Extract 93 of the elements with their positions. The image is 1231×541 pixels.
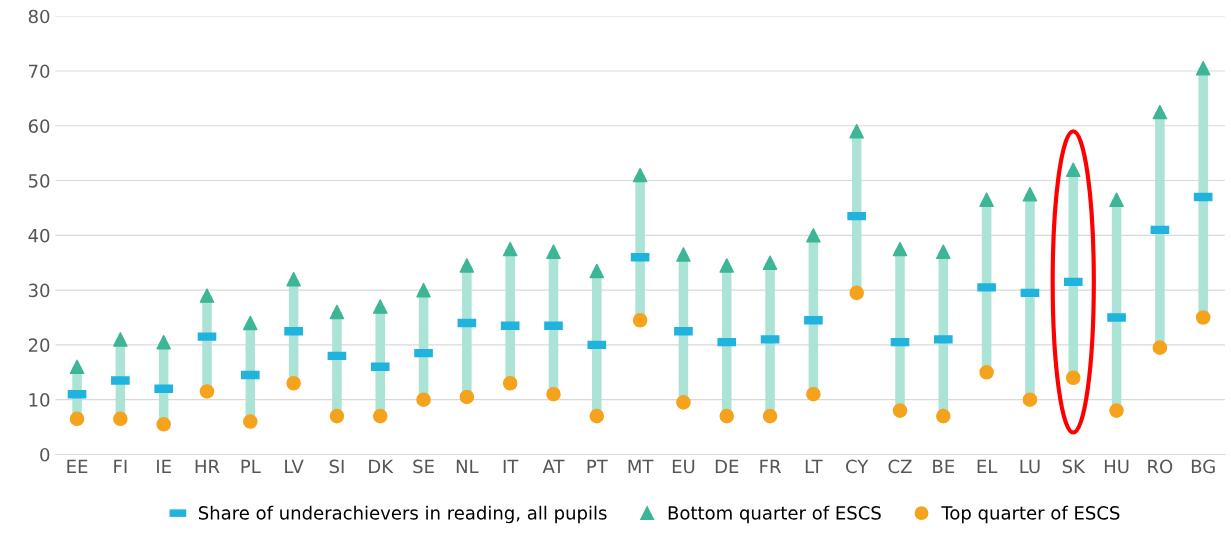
y-tick-label: 50: [28, 174, 50, 188]
point: [113, 411, 128, 427]
point: [1195, 60, 1211, 76]
point: [632, 167, 648, 183]
y-tick-label: 70: [29, 64, 50, 79]
point: [546, 386, 561, 402]
point: [1065, 162, 1081, 177]
point: [892, 241, 908, 257]
x-tick-label: LV: [285, 459, 304, 474]
point: [459, 258, 475, 273]
legend-label: Share of underachievers in reading, all pupils: [198, 505, 607, 524]
point: [372, 299, 388, 314]
point: [849, 285, 864, 301]
point: [502, 375, 518, 391]
x-tick-label: RO: [1148, 459, 1173, 474]
x-tick-label: IT: [503, 459, 519, 474]
y-tick-label: 60: [28, 119, 50, 133]
point: [806, 228, 821, 243]
x-tick-label: FR: [760, 459, 782, 474]
point: [979, 192, 994, 208]
y-tick-label: 0: [40, 447, 50, 462]
point: [243, 315, 258, 331]
x-tick-label: MT: [628, 459, 654, 474]
point: [1022, 392, 1038, 407]
point: [632, 312, 648, 328]
point: [1022, 186, 1038, 202]
point: [589, 408, 605, 424]
point: [676, 247, 691, 262]
x-tick-label: CZ: [888, 459, 912, 474]
x-tick-label: DK: [369, 459, 394, 474]
point: [372, 408, 388, 424]
point: [329, 408, 345, 424]
x-tick-label: BE: [933, 459, 955, 474]
point: [459, 389, 475, 405]
x-tick-label: DE: [715, 459, 739, 474]
x-tick-label: LT: [805, 459, 823, 474]
x-tick-label: CY: [846, 459, 869, 474]
point: [1152, 104, 1168, 120]
legend-label: Bottom quarter of ESCS: [668, 505, 881, 524]
point: [806, 386, 821, 402]
point: [719, 408, 735, 424]
point: [69, 411, 85, 427]
x-tick-label: PL: [241, 459, 261, 474]
point: [502, 241, 518, 257]
x-tick-label: PT: [587, 459, 608, 474]
point: [936, 244, 951, 260]
point: [762, 408, 778, 424]
x-tick-label: AT: [542, 459, 565, 474]
point: [1195, 310, 1211, 325]
y-tick-label: 20: [28, 338, 50, 352]
x-tick-label: EE: [67, 459, 88, 474]
point: [199, 288, 215, 303]
point: [979, 364, 994, 380]
point: [892, 403, 908, 418]
point: [1109, 192, 1124, 208]
point: [719, 258, 735, 273]
x-tick-label: HU: [1104, 459, 1129, 474]
x-tick-label: LU: [1020, 459, 1040, 474]
y-tick-label: 80: [28, 9, 50, 24]
x-tick-label: EL: [977, 459, 998, 474]
x-tick-label: IE: [157, 459, 171, 474]
point: [113, 332, 128, 347]
x-tick-label: FI: [114, 459, 127, 474]
y-tick-label: 40: [28, 228, 50, 243]
x-tick-label: SI: [329, 459, 344, 474]
point: [589, 263, 605, 279]
y-tick-label: 10: [29, 393, 50, 407]
x-tick-label: BG: [1191, 459, 1215, 474]
point: [156, 334, 171, 350]
point: [676, 395, 691, 410]
x-tick-label: NL: [456, 459, 479, 474]
point: [156, 417, 171, 432]
point: [199, 384, 215, 399]
x-tick-label: SK: [1062, 459, 1086, 474]
point: [546, 244, 561, 260]
point: [286, 271, 301, 287]
point: [416, 282, 431, 298]
point: [1152, 340, 1168, 355]
x-tick-label: SE: [413, 459, 434, 474]
x-tick-label: HR: [195, 459, 220, 474]
point: [416, 392, 431, 407]
point: [936, 408, 951, 424]
y-tick-label: 30: [28, 283, 50, 298]
point: [286, 375, 301, 391]
point: [329, 304, 345, 320]
point: [69, 359, 85, 375]
legend-label: Top quarter of ESCS: [941, 505, 1120, 524]
point: [1109, 403, 1124, 418]
point: [1065, 370, 1081, 386]
x-tick-label: EU: [672, 459, 695, 474]
point: [762, 255, 778, 271]
point: [849, 123, 864, 139]
point: [243, 414, 258, 429]
